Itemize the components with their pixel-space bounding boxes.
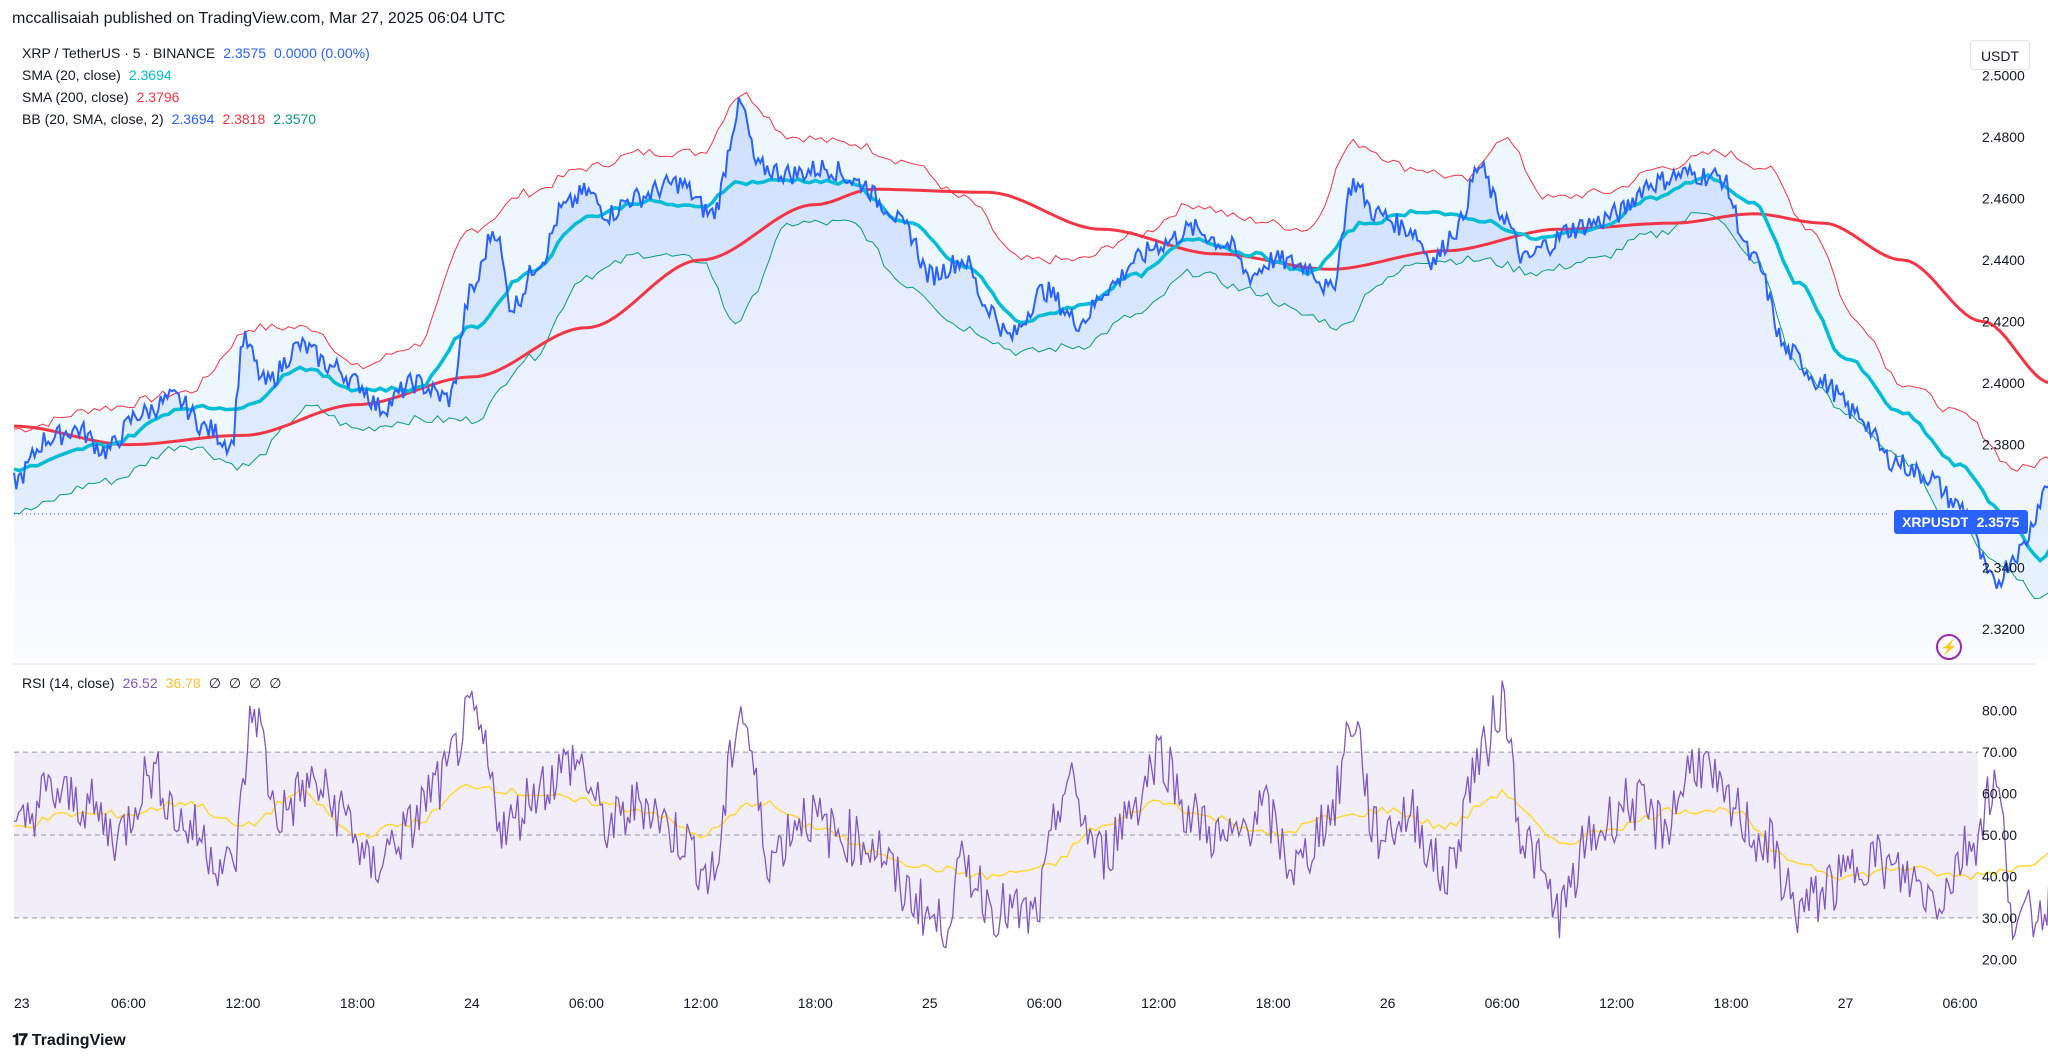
bollinger-upper-line bbox=[13, 91, 2048, 472]
lightning-icon[interactable]: ⚡ bbox=[1936, 634, 1962, 660]
rsi-value: 26.52 bbox=[122, 675, 158, 691]
legend-sma20[interactable]: SMA (20, close) 2.3694 bbox=[22, 64, 172, 86]
legend-symbol[interactable]: XRP / TetherUS · 5 · BINANCE 2.3575 0.0000… bbox=[22, 42, 370, 64]
time-axis-label-17: 06:00 bbox=[1942, 995, 1977, 1011]
time-axis-label-13: 06:00 bbox=[1485, 995, 1520, 1011]
rsi-extra-2: ∅ bbox=[228, 675, 242, 691]
rsi-axis-tick-5: 30.00 bbox=[1982, 910, 2017, 926]
legend-rsi[interactable]: RSI (14, close) 26.52 36.78 ∅ ∅ ∅ ∅ bbox=[22, 672, 282, 694]
rsi-ma-value: 36.78 bbox=[165, 675, 201, 691]
price-axis-tick-4: 2.4200 bbox=[1982, 314, 2025, 330]
legend-sma200[interactable]: SMA (200, close) 2.3796 bbox=[22, 86, 179, 108]
time-axis-label-15: 18:00 bbox=[1714, 995, 1749, 1011]
symbol-price: 2.3575 bbox=[223, 45, 267, 61]
sma200-value: 2.3796 bbox=[136, 89, 180, 105]
price-axis-tick-1: 2.4800 bbox=[1982, 129, 2025, 145]
last-price-tag: 2.3575 bbox=[1968, 510, 2028, 534]
tv-logo-icon: 𝟏𝟕 bbox=[12, 1032, 28, 1049]
price-axis-tick-0: 2.5000 bbox=[1982, 67, 2025, 83]
rsi-line bbox=[13, 680, 2048, 949]
price-area-fill bbox=[14, 97, 2048, 660]
time-axis-label-1: 06:00 bbox=[111, 995, 146, 1011]
rsi-extra-1: ∅ bbox=[208, 675, 221, 691]
sma200-label: SMA (200, close) bbox=[22, 89, 129, 105]
rsi-axis-tick-2: 60.00 bbox=[1982, 786, 2017, 802]
publish-note: mccallisaiah published on TradingView.co… bbox=[12, 10, 506, 27]
price-axis-tick-2: 2.4600 bbox=[1982, 190, 2025, 206]
rsi-axis-tick-0: 80.00 bbox=[1982, 703, 2017, 719]
time-axis-label-5: 06:00 bbox=[569, 995, 604, 1011]
sma20-label: SMA (20, close) bbox=[22, 67, 121, 83]
time-axis-label-10: 12:00 bbox=[1141, 995, 1176, 1011]
time-axis-label-7: 18:00 bbox=[798, 995, 833, 1011]
time-axis-label-11: 18:00 bbox=[1256, 995, 1291, 1011]
rsi-axis-tick-6: 20.00 bbox=[1982, 951, 2017, 967]
rsi-extra-3: ∅ bbox=[249, 675, 262, 691]
sma20-line bbox=[13, 172, 2048, 563]
bb-upper: 2.3818 bbox=[222, 111, 266, 127]
rsi-axis-tick-1: 70.00 bbox=[1982, 744, 2017, 760]
symbol-label: XRP / TetherUS · 5 · BINANCE bbox=[22, 45, 216, 61]
rsi-extra-4: ∅ bbox=[269, 675, 282, 691]
last-price-symbol-tag: XRPUSDT bbox=[1894, 510, 1977, 534]
rsi-axis-tick-4: 40.00 bbox=[1982, 868, 2017, 884]
bb-label: BB (20, SMA, close, 2) bbox=[22, 111, 164, 127]
rsi-axis-tick-3: 50.00 bbox=[1982, 827, 2017, 843]
price-axis-tick-8: 2.3200 bbox=[1982, 621, 2025, 637]
time-axis-label-14: 12:00 bbox=[1599, 995, 1634, 1011]
time-axis-label-9: 06:00 bbox=[1027, 995, 1062, 1011]
bb-lower: 2.3570 bbox=[273, 111, 317, 127]
sma20-value: 2.3694 bbox=[128, 67, 172, 83]
time-axis-label-12: 26 bbox=[1380, 995, 1396, 1011]
currency-unit-button[interactable]: USDT bbox=[1970, 40, 2030, 70]
time-axis-label-4: 24 bbox=[464, 995, 480, 1011]
bb-basis: 2.3694 bbox=[171, 111, 215, 127]
price-line bbox=[13, 97, 2048, 590]
price-axis-tick-6: 2.3800 bbox=[1982, 437, 2025, 453]
rsi-label: RSI (14, close) bbox=[22, 675, 115, 691]
symbol-change: 0.0000 (0.00%) bbox=[274, 45, 370, 61]
price-axis-tick-3: 2.4400 bbox=[1982, 252, 2025, 268]
time-axis-label-2: 12:00 bbox=[225, 995, 260, 1011]
time-axis-label-16: 27 bbox=[1838, 995, 1854, 1011]
time-axis-label-8: 25 bbox=[922, 995, 938, 1011]
price-axis-tick-5: 2.4000 bbox=[1982, 375, 2025, 391]
price-axis-tick-7: 2.3400 bbox=[1982, 560, 2025, 576]
time-axis-label-3: 18:00 bbox=[340, 995, 375, 1011]
time-axis-label-6: 12:00 bbox=[683, 995, 718, 1011]
brand-name: TradingView bbox=[31, 1032, 126, 1049]
tradingview-logo[interactable]: 𝟏𝟕 TradingView bbox=[12, 1032, 126, 1050]
legend-bb[interactable]: BB (20, SMA, close, 2) 2.3694 2.3818 2.3570 bbox=[22, 108, 316, 130]
top-bar: mccallisaiah published on TradingView.co… bbox=[0, 0, 2048, 36]
time-axis-label-0: 23 bbox=[14, 995, 30, 1011]
